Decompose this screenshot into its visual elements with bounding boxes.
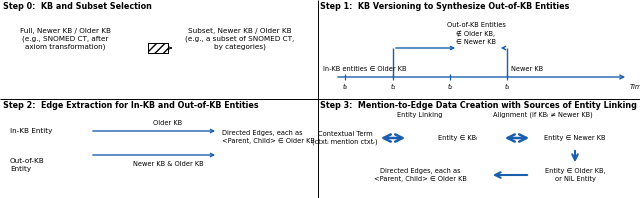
Text: Entity ∈ Newer KB: Entity ∈ Newer KB (544, 135, 605, 141)
Text: Alignment (if KBₗ ≠ Newer KB): Alignment (if KBₗ ≠ Newer KB) (493, 112, 593, 118)
Text: Entity ∈ KBₗ: Entity ∈ KBₗ (438, 135, 477, 141)
Text: In-KB entities ∈ Older KB: In-KB entities ∈ Older KB (323, 66, 407, 72)
Bar (148, 43, 168, 53)
Bar (148, 43, 168, 53)
Text: t₀: t₀ (342, 84, 348, 90)
Text: t₁: t₁ (390, 84, 396, 90)
Text: Step 3:  Mention-to-Edge Data Creation with Sources of Entity Linking and Alignm: Step 3: Mention-to-Edge Data Creation wi… (320, 101, 640, 110)
Text: Directed Edges, each as
<Parent, Child> ∈ Older KB: Directed Edges, each as <Parent, Child> … (374, 168, 467, 182)
Text: Newer KB & Older KB: Newer KB & Older KB (132, 161, 204, 167)
Text: Contextual Term
(ctxtᵢ mention ctxtᵣ): Contextual Term (ctxtᵢ mention ctxtᵣ) (312, 131, 378, 145)
Text: In-KB Entity: In-KB Entity (10, 128, 52, 134)
Text: Out-of-KB Entities
∉ Older KB,
∈ Newer KB: Out-of-KB Entities ∉ Older KB, ∈ Newer K… (447, 22, 506, 45)
Text: Older KB: Older KB (154, 120, 182, 126)
Text: Entity ∈ Older KB,
or NIL Entity: Entity ∈ Older KB, or NIL Entity (545, 168, 605, 182)
Text: Time: Time (630, 84, 640, 90)
Text: Subset, Newer KB / Older KB
(e.g., a subset of SNOMED CT,
by categories): Subset, Newer KB / Older KB (e.g., a sub… (186, 28, 294, 50)
Text: Step 0:  KB and Subset Selection: Step 0: KB and Subset Selection (3, 2, 152, 11)
Text: Step 1:  KB Versioning to Synthesize Out-of-KB Entities: Step 1: KB Versioning to Synthesize Out-… (320, 2, 570, 11)
Text: Newer KB: Newer KB (511, 66, 543, 72)
Text: t₂: t₂ (447, 84, 452, 90)
Text: Full, Newer KB / Older KB
(e.g., SNOMED CT, after
axiom transformation): Full, Newer KB / Older KB (e.g., SNOMED … (19, 28, 111, 50)
Text: Out-of-KB
Entity: Out-of-KB Entity (10, 158, 45, 172)
Text: Directed Edges, each as
<Parent, Child> ∈ Older KB: Directed Edges, each as <Parent, Child> … (222, 130, 315, 144)
Text: Step 2:  Edge Extraction for In-KB and Out-of-KB Entities: Step 2: Edge Extraction for In-KB and Ou… (3, 101, 259, 110)
Text: Entity Linking: Entity Linking (397, 112, 443, 118)
Text: t₃: t₃ (504, 84, 509, 90)
